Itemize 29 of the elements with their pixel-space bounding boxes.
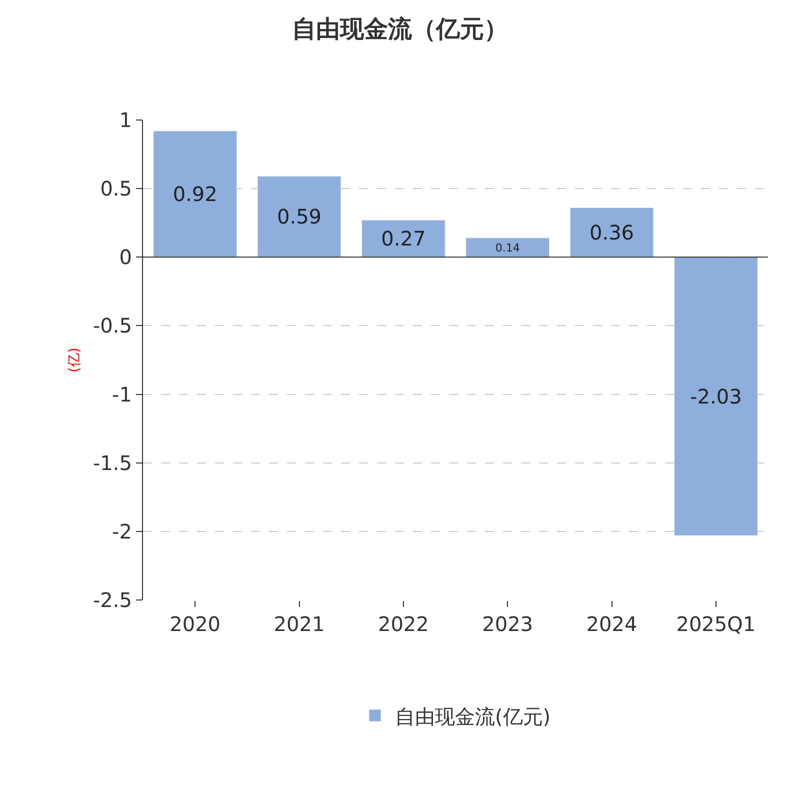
data-label: 0.92 (172, 182, 218, 206)
x-tick-label: 2021 (274, 612, 325, 636)
bar (153, 130, 237, 258)
x-tick-label: 2025Q1 (676, 612, 756, 636)
data-label: 0.59 (276, 204, 322, 229)
x-tick-label: 2020 (170, 612, 221, 636)
y-tick-label: -2 (112, 519, 132, 544)
y-tick-label: 0.5 (100, 176, 132, 201)
y-tick-label: -1.5 (92, 450, 132, 475)
y-tick-label: -2.5 (92, 588, 132, 612)
x-tick-label: 2023 (482, 612, 534, 636)
y-tick-label: 1 (119, 108, 132, 132)
bar (257, 176, 342, 258)
legend-label: 自由现金流(亿元) (395, 704, 551, 728)
x-tick-label: 2022 (378, 612, 429, 636)
data-label: -2.03 (690, 384, 742, 408)
y-axis-title: (亿) (66, 348, 83, 372)
data-label: 0.14 (495, 241, 520, 254)
bar (674, 256, 758, 536)
y-tick-label: -0.5 (92, 314, 132, 338)
data-label: 0.36 (589, 220, 634, 244)
bar (570, 208, 654, 258)
bar (466, 238, 550, 258)
chart-title: 自由现金流（亿元） (292, 14, 508, 43)
x-tick-label: 2024 (586, 612, 638, 636)
y-tick-label: -1 (112, 382, 132, 406)
y-tick-label: 0 (119, 245, 132, 270)
bar (362, 220, 446, 258)
data-label: 0.27 (381, 226, 426, 251)
